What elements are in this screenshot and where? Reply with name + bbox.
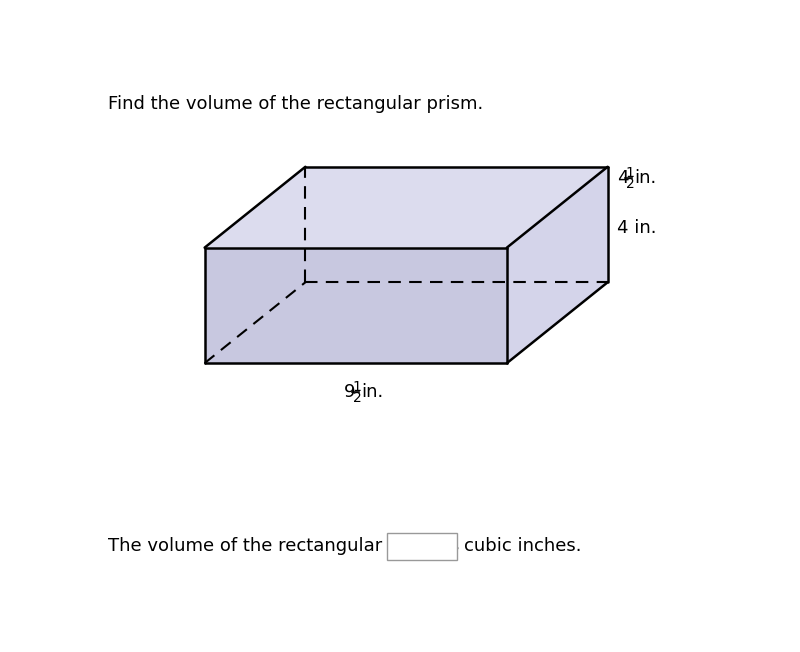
Text: The volume of the rectangular prism is: The volume of the rectangular prism is <box>108 537 459 556</box>
Text: 9: 9 <box>344 383 356 402</box>
Text: 1: 1 <box>353 380 362 394</box>
Text: in.: in. <box>634 170 657 187</box>
Polygon shape <box>205 248 507 363</box>
Text: in.: in. <box>362 383 384 402</box>
Text: 4 in.: 4 in. <box>617 219 657 237</box>
Text: 4: 4 <box>617 170 629 187</box>
Text: cubic inches.: cubic inches. <box>464 537 582 556</box>
Polygon shape <box>205 167 608 248</box>
Text: 2: 2 <box>626 177 634 191</box>
Text: Find the volume of the rectangular prism.: Find the volume of the rectangular prism… <box>108 95 483 113</box>
Text: 2: 2 <box>353 391 362 405</box>
Text: 1: 1 <box>626 166 634 180</box>
FancyBboxPatch shape <box>386 533 457 560</box>
Polygon shape <box>507 167 608 363</box>
